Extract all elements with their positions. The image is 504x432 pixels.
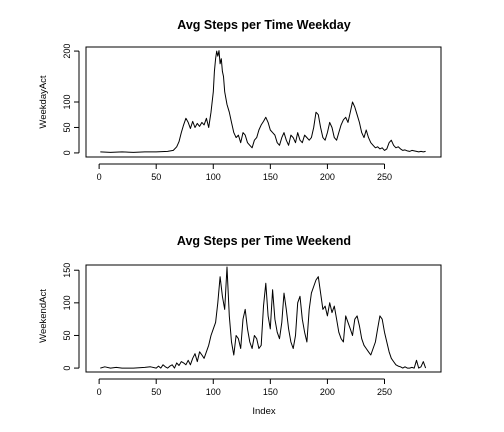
- x-tick-label: 0: [97, 172, 102, 182]
- y-tick-label: 150: [62, 263, 72, 278]
- x-tick-label: 50: [151, 172, 161, 182]
- y-tick-label: 100: [62, 295, 72, 310]
- y-tick-label: 50: [62, 122, 72, 132]
- y-tick-label: 0: [62, 366, 72, 371]
- chart-weekend: Avg Steps per Time Weekend WeekendAct 0 5…: [38, 234, 442, 417]
- x-tick-label: 100: [206, 172, 221, 182]
- x-tick-label: 150: [263, 172, 278, 182]
- plot-box: [85, 264, 442, 373]
- chart-title: Avg Steps per Time Weekend: [177, 234, 351, 248]
- x-axis-label: Index: [252, 406, 275, 417]
- y-axis-label: WeekdayAct: [38, 75, 49, 129]
- plot-box: [85, 46, 442, 158]
- series-line: [100, 266, 427, 369]
- y-tick-label: 200: [62, 44, 72, 59]
- x-tick-label: 250: [377, 172, 392, 182]
- axes-weekend: 0 50 100 150 200 250 0 50 100 150: [62, 263, 392, 397]
- chart-weekday: Avg Steps per Time Weekday WeekdayAct 0 5…: [38, 18, 442, 182]
- series-line: [100, 50, 426, 153]
- x-tick-label: 200: [320, 172, 335, 182]
- y-tick-label: 100: [62, 94, 72, 109]
- y-axis-label: WeekendAct: [38, 289, 49, 343]
- x-tick-label: 150: [263, 387, 278, 397]
- y-tick-label: 50: [62, 330, 72, 340]
- x-tick-label: 50: [151, 387, 161, 397]
- x-tick-label: 200: [320, 387, 335, 397]
- y-tick-label: 0: [62, 150, 72, 155]
- chart-title: Avg Steps per Time Weekday: [177, 18, 350, 32]
- x-tick-label: 100: [206, 387, 221, 397]
- x-tick-label: 0: [97, 387, 102, 397]
- axes-weekday: 0 50 100 150 200 250 0 50 100 200: [62, 44, 392, 182]
- x-tick-label: 250: [377, 387, 392, 397]
